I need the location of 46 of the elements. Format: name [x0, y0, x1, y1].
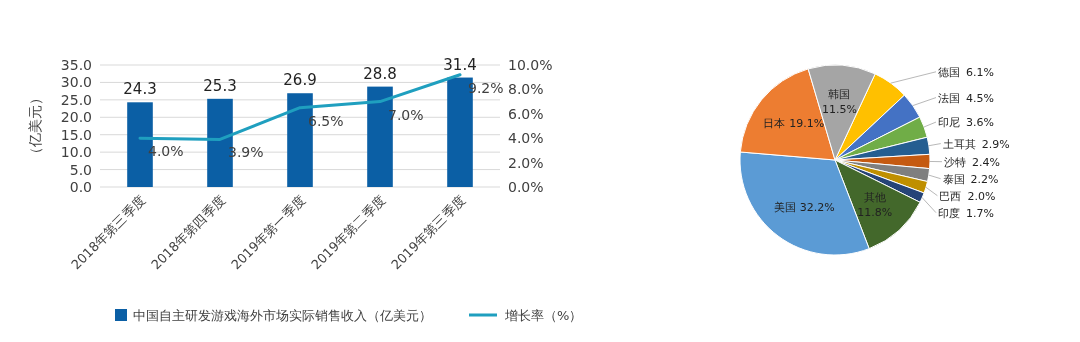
- data-label: 6.1%: [966, 65, 994, 79]
- slice-label: 印度: [938, 206, 960, 220]
- slice-label: 其他: [863, 190, 886, 204]
- slice-label: 印尼: [938, 116, 960, 130]
- data-label: 2.4%: [971, 155, 1000, 169]
- data-label: 24.3: [123, 80, 157, 99]
- y-tick-label: 25.0: [60, 91, 92, 108]
- y-tick-label: 30.0: [60, 74, 92, 91]
- slice-label: 土耳其: [942, 137, 976, 151]
- y-tick-label: 20.0: [60, 109, 92, 126]
- y2-tick-label: 8.0%: [508, 81, 544, 98]
- y-tick-label: 5.0: [69, 161, 92, 178]
- slice-label: 泰国: [942, 172, 965, 186]
- y2-tick-label: 10.0%: [508, 57, 553, 73]
- slice-label: 美国: [773, 201, 796, 215]
- data-label: 28.8: [363, 64, 397, 83]
- data-label: 31.4: [443, 55, 477, 74]
- y2-tick-label: 0.0%: [508, 179, 544, 195]
- data-label: 11.5%: [821, 103, 857, 117]
- data-label: 2.9%: [981, 137, 1010, 151]
- data-label: 3.6%: [966, 116, 994, 130]
- y2-tick-label: 4.0%: [508, 130, 544, 147]
- y-tick-label: 10.0: [60, 144, 92, 161]
- data-label: 2.0%: [967, 189, 996, 203]
- y2-tick-label: 6.0%: [508, 105, 544, 122]
- data-label: 26.9: [283, 71, 317, 90]
- data-label: 11.8%: [857, 205, 893, 219]
- y-tick-label: 0.0: [69, 179, 92, 195]
- data-label: 32.2%: [799, 201, 835, 215]
- data-label: 25.3: [203, 76, 237, 95]
- y2-tick-label: 2.0%: [508, 154, 544, 171]
- slice-label: 沙特: [943, 155, 966, 169]
- y-tick-label: 15.0: [60, 126, 92, 143]
- legend-label: 中国自主研发游戏海外市场实际销售收入（亿美元）: [133, 308, 432, 323]
- data-label: 1.7%: [966, 206, 994, 220]
- legend-label: 增长率（%）: [504, 308, 583, 323]
- slice-label: 日本: [763, 116, 786, 130]
- y-axis-title: （亿美元）: [27, 91, 43, 161]
- slice-label: 巴西: [939, 189, 962, 203]
- y-tick-label: 35.0: [60, 57, 92, 73]
- slice-label: 德国: [938, 65, 960, 79]
- data-label: 19.1%: [789, 116, 825, 130]
- slice-label: 韩国: [828, 88, 851, 102]
- slice-label: 法国: [938, 91, 960, 105]
- data-label: 2.2%: [970, 172, 999, 186]
- data-label: 4.5%: [966, 91, 994, 105]
